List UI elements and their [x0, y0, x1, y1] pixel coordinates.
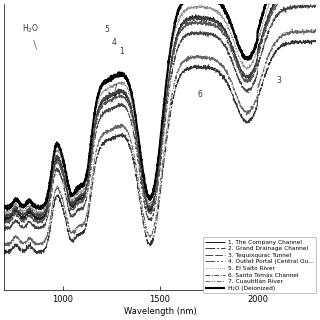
- Text: 4: 4: [112, 38, 117, 47]
- 1. The Company Channel: [18, 213, 22, 217]
- 3. Tequixquiac Tunnel: [248, 73, 252, 77]
- Line: H₂O (Deionized): H₂O (Deionized): [4, 0, 316, 210]
- 2. Grand Drainage Channel: [39, 252, 43, 256]
- 3. Tequixquiac Tunnel: [18, 211, 22, 215]
- 7. Cuautitlán River: [290, 27, 294, 31]
- H₂O (Deionized): [248, 55, 252, 59]
- Line: 3. Tequixquiac Tunnel: 3. Tequixquiac Tunnel: [4, 0, 316, 218]
- 7. Cuautitlán River: [154, 217, 158, 220]
- 2. Grand Drainage Channel: [2, 251, 6, 254]
- Text: 5: 5: [104, 25, 109, 34]
- 7. Cuautitlán River: [6, 244, 10, 248]
- 6. Santo Tomás Channel: [3, 229, 7, 233]
- H₂O (Deionized): [154, 174, 158, 178]
- 5. El Salto River: [146, 199, 149, 203]
- Line: 4. Outlet Portal (Central Ou...: 4. Outlet Portal (Central Ou...: [4, 0, 316, 223]
- Line: 6. Santo Tomás Channel: 6. Santo Tomás Channel: [4, 4, 316, 231]
- 4. Outlet Portal (Central Ou...: [248, 79, 252, 83]
- 6. Santo Tomás Channel: [305, 5, 309, 9]
- 6. Santo Tomás Channel: [248, 87, 252, 91]
- 4. Outlet Portal (Central Ou...: [154, 190, 158, 194]
- 6. Santo Tomás Channel: [313, 3, 317, 6]
- 6. Santo Tomás Channel: [146, 214, 149, 218]
- H₂O (Deionized): [146, 195, 149, 198]
- Line: 2. Grand Drainage Channel: 2. Grand Drainage Channel: [4, 39, 316, 254]
- 6. Santo Tomás Channel: [2, 227, 6, 230]
- 6. Santo Tomás Channel: [154, 199, 158, 203]
- 2. Grand Drainage Channel: [248, 118, 252, 122]
- Text: 6: 6: [197, 90, 202, 99]
- 7. Cuautitlán River: [248, 110, 252, 114]
- 5. El Salto River: [18, 207, 22, 211]
- 6. Santo Tomás Channel: [18, 224, 22, 228]
- 1. The Company Channel: [154, 190, 158, 194]
- Text: H$_2$O: H$_2$O: [22, 22, 39, 49]
- 3. Tequixquiac Tunnel: [146, 202, 149, 206]
- H₂O (Deionized): [18, 202, 22, 206]
- 7. Cuautitlán River: [305, 30, 309, 34]
- Text: 1: 1: [120, 47, 124, 56]
- 1. The Company Channel: [146, 204, 149, 208]
- 7. Cuautitlán River: [2, 241, 6, 244]
- 7. Cuautitlán River: [146, 231, 149, 235]
- 5. El Salto River: [154, 181, 158, 185]
- 3. Tequixquiac Tunnel: [37, 216, 41, 220]
- Text: 2: 2: [131, 116, 136, 125]
- 7. Cuautitlán River: [305, 29, 309, 33]
- 3. Tequixquiac Tunnel: [154, 185, 158, 189]
- Text: 7: 7: [113, 84, 118, 93]
- Line: 5. El Salto River: 5. El Salto River: [4, 0, 316, 214]
- 3. Tequixquiac Tunnel: [2, 212, 6, 216]
- 2. Grand Drainage Channel: [154, 223, 158, 227]
- X-axis label: Wavelength (nm): Wavelength (nm): [124, 307, 196, 316]
- 4. Outlet Portal (Central Ou...: [2, 220, 6, 224]
- 7. Cuautitlán River: [314, 30, 318, 34]
- 6. Santo Tomás Channel: [314, 4, 318, 8]
- 1. The Company Channel: [248, 74, 252, 78]
- 1. The Company Channel: [3, 219, 7, 223]
- 2. Grand Drainage Channel: [18, 249, 22, 252]
- Text: 3: 3: [276, 76, 281, 85]
- 2. Grand Drainage Channel: [314, 39, 318, 43]
- H₂O (Deionized): [5, 208, 9, 212]
- 5. El Salto River: [2, 210, 6, 214]
- 6. Santo Tomás Channel: [305, 4, 309, 7]
- 7. Cuautitlán River: [18, 241, 22, 245]
- 4. Outlet Portal (Central Ou...: [146, 209, 149, 212]
- Line: 7. Cuautitlán River: 7. Cuautitlán River: [4, 29, 316, 246]
- H₂O (Deionized): [2, 204, 6, 208]
- Line: 1. The Company Channel: 1. The Company Channel: [4, 0, 316, 221]
- 2. Grand Drainage Channel: [305, 38, 309, 42]
- 1. The Company Channel: [2, 215, 6, 219]
- 2. Grand Drainage Channel: [305, 40, 309, 44]
- 4. Outlet Portal (Central Ou...: [18, 217, 22, 220]
- 4. Outlet Portal (Central Ou...: [36, 221, 40, 225]
- 5. El Salto River: [4, 212, 8, 216]
- 5. El Salto River: [248, 63, 252, 67]
- 2. Grand Drainage Channel: [307, 37, 310, 41]
- Legend: 1. The Company Channel, 2. Grand Drainage Channel, 3. Tequixquiac Tunnel, 4. Out: 1. The Company Channel, 2. Grand Drainag…: [203, 237, 316, 293]
- 2. Grand Drainage Channel: [146, 240, 149, 244]
